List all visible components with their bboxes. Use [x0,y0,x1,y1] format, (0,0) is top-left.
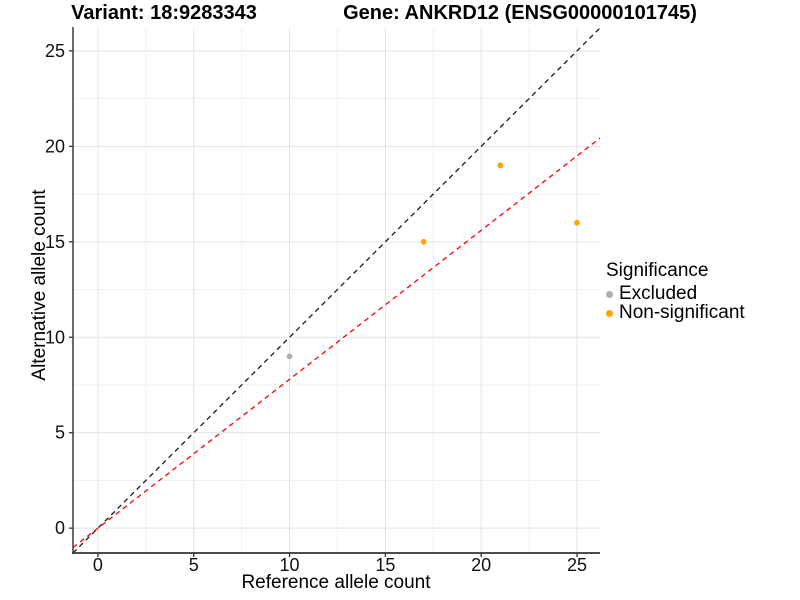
data-point [497,162,504,169]
x-tick-label: 20 [471,555,491,575]
legend-item-label: Non-significant [619,302,745,323]
legend-item-non-significant: Non-significant [606,302,745,323]
x-axis-label: Reference allele count [241,572,431,593]
legend-title: Significance [606,260,709,281]
x-tick-label: 0 [93,555,103,575]
y-axis-label: Alternative allele count [29,189,50,381]
x-tick-label: 25 [567,555,587,575]
legend-item-excluded: Excluded [606,283,745,304]
legend: Significance Excluded Non-significant [606,260,745,322]
variant-title: Variant: 18:9283343 [71,2,257,24]
excluded-point-icon [606,290,613,298]
data-point [420,238,427,245]
y-tick-label: 15 [45,232,65,252]
legend-item-label: Excluded [619,283,698,304]
expected-ratio-line [73,137,600,549]
identity-line [73,28,600,553]
y-tick-label: 5 [55,423,65,443]
data-point [286,353,293,360]
non-significant-point-icon [606,309,613,317]
y-tick-label: 0 [55,518,65,538]
y-tick-label: 10 [45,327,65,347]
y-tick-label: 20 [45,136,65,156]
y-tick-label: 25 [45,41,65,61]
data-point [574,219,580,226]
x-tick-label: 10 [280,555,300,575]
x-tick-label: 15 [375,555,395,575]
x-tick-label: 5 [189,555,199,575]
gene-title: Gene: ANKRD12 (ENSG00000101745) [343,2,697,24]
